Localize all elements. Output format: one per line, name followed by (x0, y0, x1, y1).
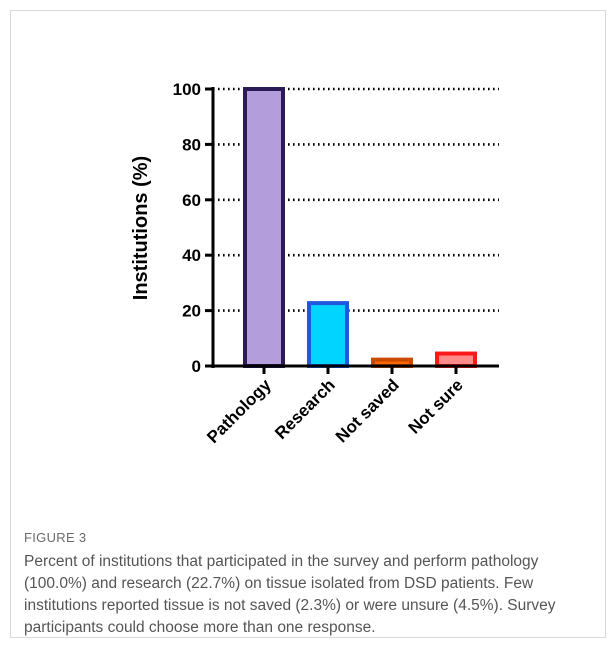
bar-not-sure (435, 351, 477, 369)
x-tick-label-pathology: Pathology (203, 375, 275, 447)
x-tick-label-not-sure: Not sure (405, 375, 467, 437)
y-tick-label-60: 60 (182, 191, 201, 210)
y-ticks: 0 20 40 60 80 100 (173, 80, 213, 376)
axes (211, 87, 499, 368)
y-tick-label-80: 80 (182, 135, 201, 154)
y-tick-label-0: 0 (192, 357, 201, 376)
y-tick-label-20: 20 (182, 302, 201, 321)
x-tick-label-research: Research (271, 375, 339, 443)
y-axis-label: Institutions (%) (130, 156, 152, 300)
bar-research (307, 301, 349, 369)
figure-label: FIGURE 3 (24, 530, 87, 545)
y-tick-label-40: 40 (182, 246, 201, 265)
y-tick-label-100: 100 (173, 80, 201, 99)
bar-pathology (243, 87, 285, 368)
x-tick-label-not-saved: Not saved (332, 375, 403, 446)
bars (243, 87, 477, 369)
figure-caption: Percent of institutions that participate… (24, 553, 556, 636)
